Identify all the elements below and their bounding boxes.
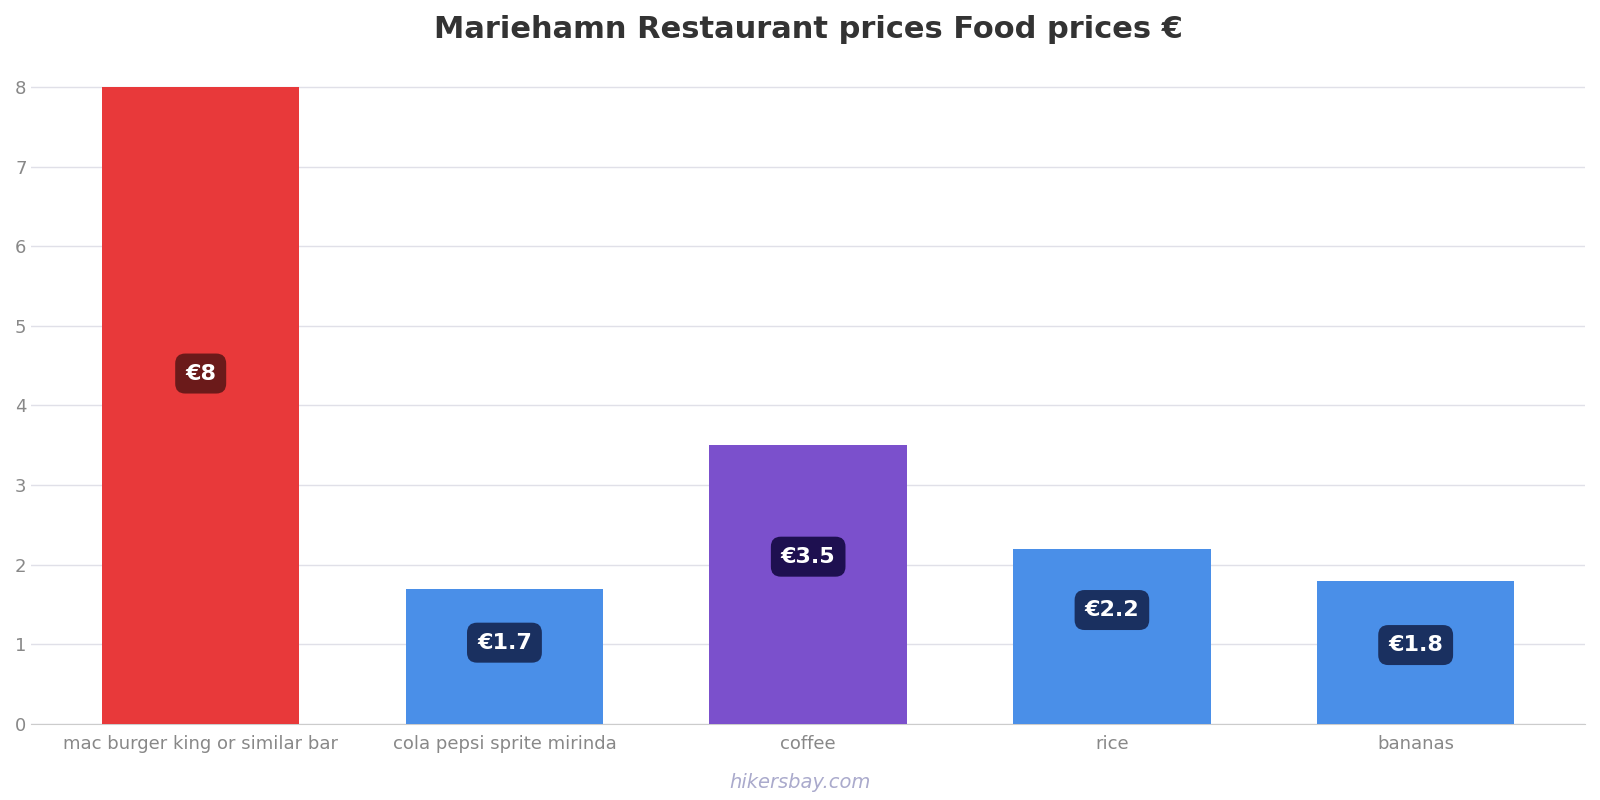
Bar	[102, 87, 299, 724]
Bar	[406, 589, 603, 724]
Text: €1.7: €1.7	[477, 633, 531, 653]
Text: €3.5: €3.5	[781, 546, 835, 566]
Text: €2.2: €2.2	[1085, 600, 1139, 620]
Bar	[709, 446, 907, 724]
Bar	[1013, 549, 1211, 724]
Title: Mariehamn Restaurant prices Food prices €: Mariehamn Restaurant prices Food prices …	[434, 15, 1182, 44]
Text: €1.8: €1.8	[1389, 635, 1443, 655]
Text: hikersbay.com: hikersbay.com	[730, 773, 870, 792]
Text: €8: €8	[186, 363, 216, 383]
Bar	[1317, 581, 1514, 724]
